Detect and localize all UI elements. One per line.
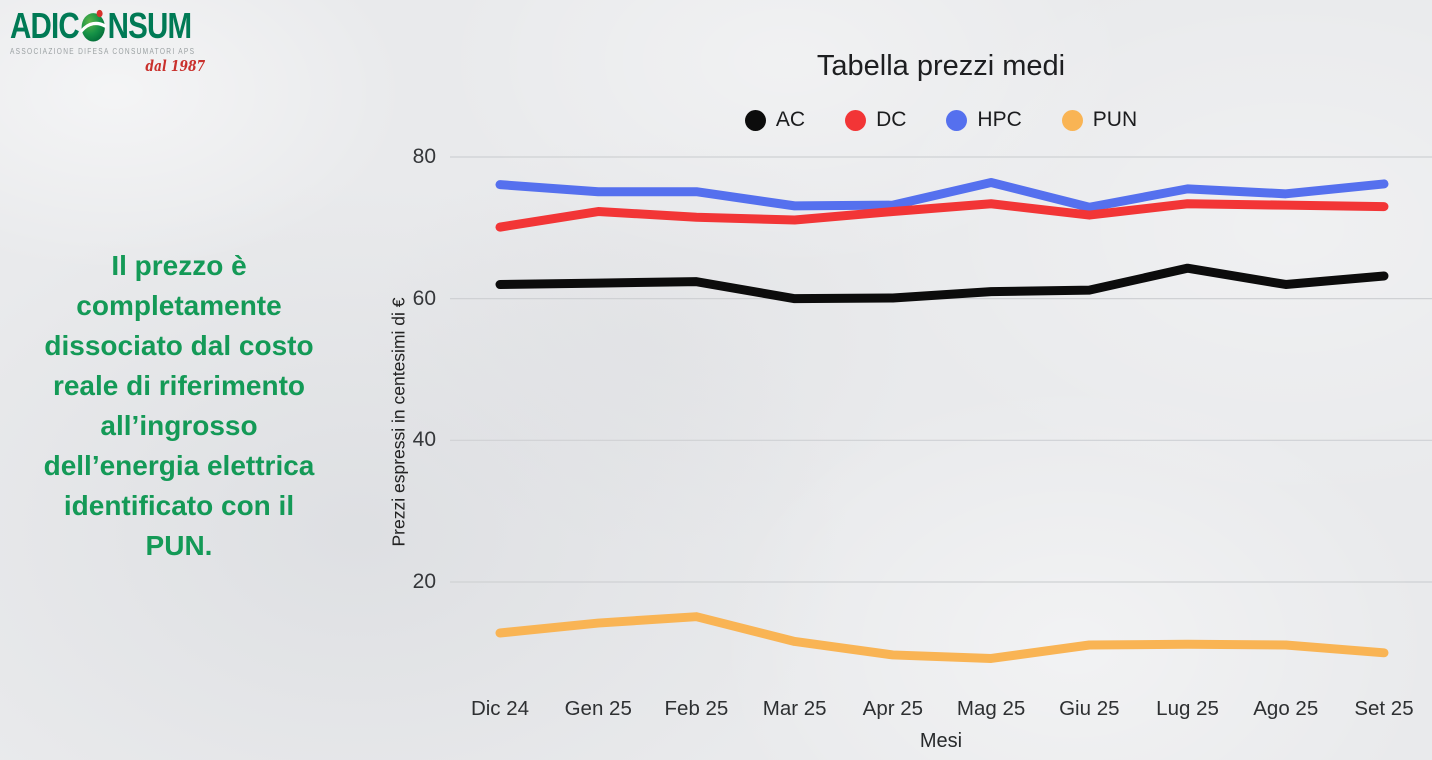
legend-item-dc: DC — [845, 108, 906, 132]
logo-wordmark-suffix: NSUM — [107, 5, 192, 46]
legend-label-dc: DC — [876, 108, 907, 131]
y-axis-title: Prezzi espressi in centesimi di € — [388, 297, 409, 547]
y-tick-60: 60 — [412, 286, 436, 310]
x-tick-mag-25: Mag 25 — [956, 697, 1026, 720]
y-tick-40: 40 — [412, 428, 436, 452]
adiconsum-logo: ADIC NSUM Associazione Difesa Consu — [10, 8, 270, 76]
logo-wordmark: ADIC NSUM — [10, 8, 223, 44]
x-tick-mar-25: Mar 25 — [762, 697, 827, 720]
logo-inner: ADIC NSUM Associazione Difesa Consu — [10, 8, 223, 76]
x-axis-title: Mesi — [919, 730, 963, 752]
legend-swatch-dc — [845, 109, 867, 131]
x-tick-ago-25: Ago 25 — [1253, 697, 1319, 720]
x-tick-dic-24: Dic 24 — [470, 697, 530, 720]
legend-label-pun: PUN — [1092, 108, 1138, 131]
x-tick-apr-25: Apr 25 — [862, 697, 924, 720]
x-tick-giu-25: Giu 25 — [1059, 697, 1120, 720]
legend-swatch-ac — [744, 109, 766, 131]
chart-title: Tabella prezzi medi — [816, 50, 1066, 82]
globe-icon — [80, 9, 107, 42]
logo-since-1987: dal 1987 — [145, 57, 206, 75]
logo-tagline: Associazione Difesa Consumatori APS — [10, 47, 196, 56]
legend-item-ac: AC — [744, 108, 806, 132]
series-line-dc — [495, 199, 1389, 232]
x-tick-set-25: Set 25 — [1354, 697, 1414, 720]
x-tick-gen-25: Gen 25 — [564, 697, 632, 720]
legend-swatch-hpc — [946, 109, 968, 131]
legend-item-pun: PUN — [1061, 108, 1138, 132]
x-tick-feb-25: Feb 25 — [664, 697, 729, 720]
chart-legend: AC DC HPC PUN — [450, 108, 1432, 132]
y-tick-20: 20 — [412, 569, 436, 593]
legend-swatch-pun — [1061, 109, 1083, 131]
y-tick-80: 80 — [412, 145, 436, 168]
callout-text: Il prezzo è completamente dissociato dal… — [43, 250, 315, 561]
series-line-ac — [495, 263, 1389, 304]
logo-wordmark-prefix: ADIC — [10, 5, 80, 46]
legend-item-hpc: HPC — [946, 108, 1022, 132]
x-tick-lug-25: Lug 25 — [1156, 697, 1219, 720]
legend-label-ac: AC — [775, 108, 806, 131]
series-line-hpc — [495, 177, 1389, 212]
legend-label-hpc: HPC — [977, 108, 1022, 131]
series-line-pun — [495, 612, 1389, 663]
